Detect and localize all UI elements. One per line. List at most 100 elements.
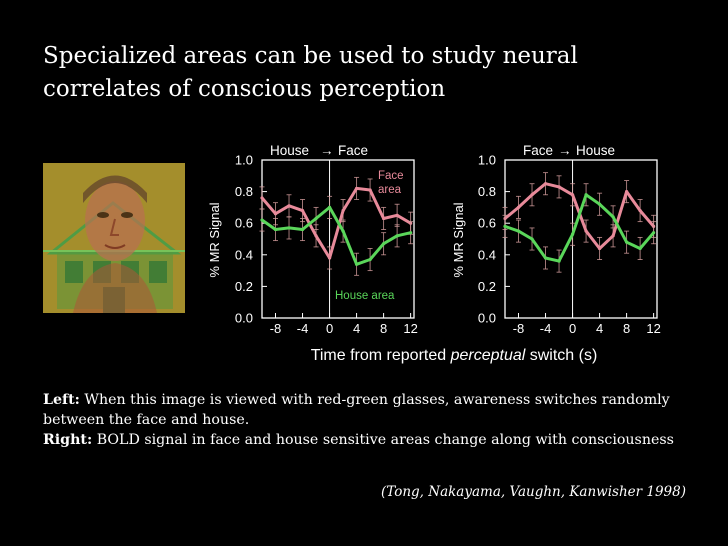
chart2-title-arrow: → xyxy=(558,143,572,158)
chart2-ytick-label: 0.8 xyxy=(478,184,496,199)
chart2-xtick-label: 0 xyxy=(569,321,576,336)
chart1-face-area-point xyxy=(287,204,291,208)
chart2-face-area-point xyxy=(625,190,629,194)
chart1-xtick-label: -4 xyxy=(297,321,309,336)
chart-house-to-face: House → Face % MR Signal Face area House… xyxy=(207,143,418,336)
chart1-title-arrow: → xyxy=(320,143,334,158)
caption-right-text: BOLD signal in face and house sensitive … xyxy=(92,432,674,448)
chart1-xtick-label: 4 xyxy=(353,321,360,336)
slide-title: Specialized areas can be used to study n… xyxy=(43,40,703,106)
chart1-face-area-point xyxy=(300,208,305,213)
citation: (Tong, Nakayama, Vaughn, Kanwisher 1998) xyxy=(380,484,686,500)
chart2-frame xyxy=(504,159,658,319)
chart1-xtick-label: -8 xyxy=(270,321,282,336)
chart2-ylabel: % MR Signal xyxy=(451,202,466,277)
chart2-title-right: House xyxy=(576,143,615,158)
chart2-house-area-point xyxy=(597,202,602,206)
chart2-house-area-point xyxy=(611,215,615,219)
chart2-ytick-label: 0.2 xyxy=(478,279,496,294)
face-house-anaglyph-image xyxy=(43,163,185,313)
chart2-house-area-point xyxy=(516,229,521,233)
chart1-face-area-line xyxy=(260,186,412,260)
chart2-ytick-label: 0.0 xyxy=(478,311,496,326)
chart1-xtick-label: 0 xyxy=(326,321,333,336)
chart2-face-area-point xyxy=(530,193,534,197)
chart1-ytick-label: 1.0 xyxy=(235,153,253,168)
chart2-xtick-label: -4 xyxy=(540,321,552,336)
chart1-ytick-label: 0.8 xyxy=(235,184,253,199)
chart-face-to-house: Face → House % MR Signal 0.0 0.2 0.4 0.6 0.8… xyxy=(451,143,661,336)
chart1-face-area-point xyxy=(382,216,386,221)
chart1-face-area-point xyxy=(327,256,332,260)
anaglyph-drawing xyxy=(43,163,185,313)
chart1-ytick-label: 0.0 xyxy=(235,311,253,326)
chart1-xtick-label: 8 xyxy=(380,321,387,336)
shared-xlabel-prefix: Time from reported xyxy=(311,347,451,364)
chart2-ytick-label: 0.4 xyxy=(478,247,496,262)
caption-right: Right: BOLD signal in face and house sen… xyxy=(43,430,703,450)
shared-xlabel-suffix: switch (s) xyxy=(525,347,597,364)
chart2-ytick-label: 0.6 xyxy=(478,216,496,231)
chart1-house-area-point xyxy=(260,218,264,222)
chart1-xtick-label: 12 xyxy=(403,321,417,336)
chart1-house-area-point xyxy=(409,231,413,235)
chart1-house-area-point xyxy=(300,227,305,232)
chart1-face-area-point xyxy=(354,186,359,191)
chart1-house-area-point xyxy=(287,226,291,230)
chart1-face-area-point xyxy=(260,196,264,200)
chart1-title-right: Face xyxy=(338,143,368,158)
shared-xlabel: Time from reported perceptual switch (s) xyxy=(311,347,598,364)
chart1-annotation-house: House area xyxy=(335,290,395,302)
chart2-xtick-label: 12 xyxy=(646,321,660,336)
chart1-face-area-point xyxy=(314,234,318,238)
chart1-house-area-point xyxy=(382,242,386,246)
chart1-house-area-point xyxy=(354,262,359,266)
chart2-xtick-label: -8 xyxy=(513,321,525,336)
chart1-face-area-point xyxy=(341,208,345,213)
chart1-annotation-face-1: Face xyxy=(378,170,404,182)
chart2-face-area-point xyxy=(543,182,548,186)
chart1-ytick-label: 0.4 xyxy=(235,247,253,262)
chart2-house-area-point xyxy=(570,232,575,236)
caption: Left: When this image is viewed with red… xyxy=(43,390,703,450)
chart2-house-area-point xyxy=(530,237,534,241)
chart1-house-area-line xyxy=(261,205,411,266)
chart1-ytick-label: 0.6 xyxy=(235,216,253,231)
chart2-face-area-point xyxy=(611,234,615,238)
chart2-house-area-point xyxy=(638,246,642,251)
chart2-house-area-point xyxy=(543,256,548,260)
caption-left-text: When this image is viewed with red-green… xyxy=(43,392,670,428)
chart2-house-area-line xyxy=(504,193,655,263)
chart1-annotation-face-2: area xyxy=(378,184,402,196)
chart1-face-area-point xyxy=(395,213,399,217)
charts-area: House → Face % MR Signal Face area House… xyxy=(207,143,661,364)
caption-left: Left: When this image is viewed with red… xyxy=(43,390,703,430)
chart2-face-area-point xyxy=(597,246,602,251)
chart1-ytick-label: 0.2 xyxy=(235,279,253,294)
slide-title-line-1: Specialized areas can be used to study n… xyxy=(43,43,578,69)
chart2-face-area-point xyxy=(557,185,561,189)
chart2-face-area-point xyxy=(570,193,575,197)
chart1-face-area-point xyxy=(273,212,278,216)
slide-title-line-2: correlates of conscious perception xyxy=(43,76,446,102)
chart2-face-area-point xyxy=(516,205,521,209)
chart2-house-area-point xyxy=(652,231,656,235)
chart2-face-area-point xyxy=(584,229,588,233)
chart1-ylabel: % MR Signal xyxy=(207,202,222,277)
chart2-house-area-point xyxy=(557,259,561,263)
chart1-house-area-point xyxy=(314,216,318,221)
chart1-frame xyxy=(261,159,415,319)
shared-xlabel-italic: perceptual xyxy=(450,347,526,364)
chart1-house-area-point xyxy=(273,227,278,232)
chart1-face-area-point xyxy=(368,188,372,192)
chart1-house-area-point xyxy=(368,257,372,262)
chart1-house-area-point xyxy=(395,234,399,238)
chart2-house-area-point xyxy=(625,240,629,244)
chart2-face-area-point xyxy=(638,208,642,213)
chart2-xtick-label: 4 xyxy=(596,321,603,336)
chart2-house-area-point xyxy=(584,193,588,197)
caption-right-label: Right: xyxy=(43,432,93,448)
chart2-ytick-label: 1.0 xyxy=(478,153,496,168)
chart1-house-area-point xyxy=(341,229,345,233)
caption-left-label: Left: xyxy=(43,392,80,408)
